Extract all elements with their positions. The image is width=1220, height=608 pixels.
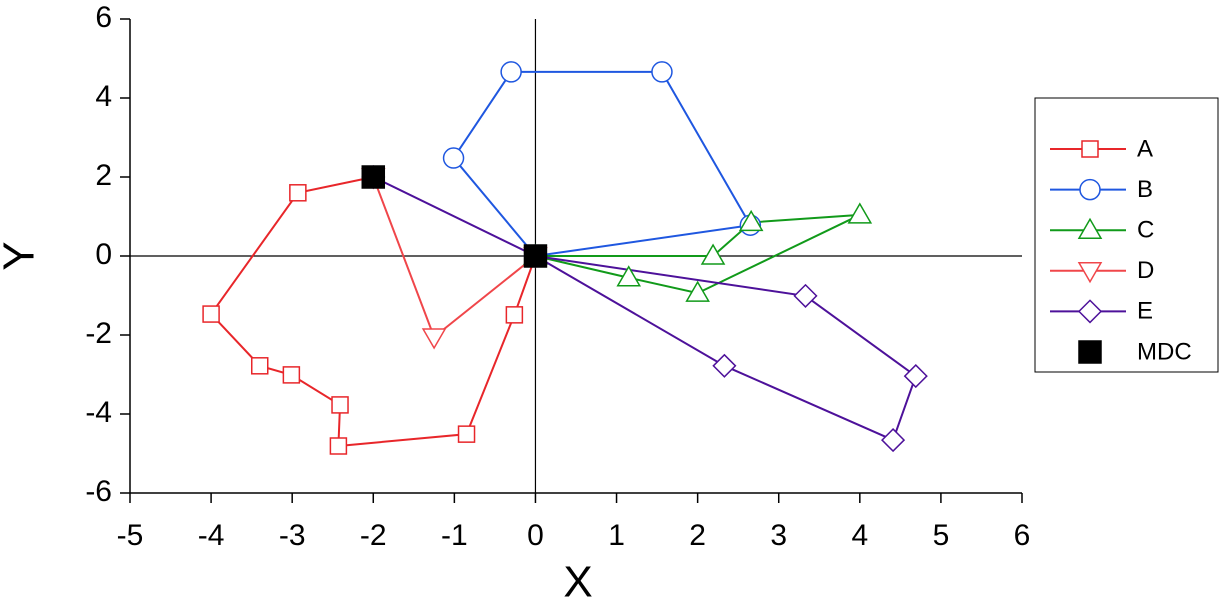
legend-label: B bbox=[1137, 176, 1153, 203]
marker bbox=[1078, 340, 1102, 364]
marker bbox=[1079, 178, 1101, 201]
marker bbox=[1077, 217, 1103, 239]
x-tick-label: 0 bbox=[527, 519, 544, 552]
legend-label: E bbox=[1137, 298, 1153, 325]
marker bbox=[712, 353, 737, 378]
marker bbox=[421, 328, 447, 350]
marker bbox=[616, 265, 642, 287]
legend-label: C bbox=[1137, 217, 1154, 244]
x-tick-label: 1 bbox=[608, 519, 625, 552]
marker bbox=[881, 428, 906, 453]
marker bbox=[651, 61, 673, 83]
x-tick-label: 4 bbox=[851, 519, 868, 552]
marker bbox=[793, 283, 818, 308]
legend-label: MDC bbox=[1137, 338, 1192, 365]
marker bbox=[329, 437, 348, 455]
marker bbox=[738, 209, 764, 232]
marker bbox=[500, 61, 522, 83]
x-tick-label: 6 bbox=[1014, 519, 1031, 552]
x-tick-label: -5 bbox=[117, 519, 144, 552]
x-tick-label: -1 bbox=[441, 519, 468, 552]
marker bbox=[457, 425, 476, 443]
marker bbox=[847, 202, 873, 224]
marker bbox=[1077, 262, 1103, 284]
marker bbox=[523, 244, 548, 268]
y-tick-label: 6 bbox=[95, 1, 112, 34]
marker bbox=[202, 305, 220, 323]
y-tick-label: 0 bbox=[95, 238, 112, 271]
x-tick-label: -4 bbox=[198, 519, 225, 552]
x-tick-label: 3 bbox=[770, 519, 787, 552]
y-tick-label: 4 bbox=[95, 80, 112, 113]
marker bbox=[331, 396, 349, 414]
y-tick-label: -4 bbox=[85, 396, 112, 429]
marker bbox=[289, 184, 307, 202]
marker bbox=[1081, 140, 1099, 158]
y-axis-title: Y bbox=[0, 241, 44, 270]
x-tick-label: 2 bbox=[689, 519, 706, 552]
legend-box bbox=[1034, 97, 1219, 373]
marker bbox=[1077, 299, 1103, 324]
x-tick-label: 5 bbox=[933, 519, 950, 552]
marker bbox=[442, 147, 465, 169]
y-tick-label: -6 bbox=[85, 475, 112, 508]
legend-label: A bbox=[1137, 135, 1153, 162]
x-axis-title: X bbox=[563, 558, 592, 603]
marker bbox=[903, 364, 928, 389]
y-tick-label: 2 bbox=[95, 159, 112, 192]
series-line bbox=[452, 70, 752, 257]
marker bbox=[700, 243, 726, 265]
marker bbox=[685, 280, 710, 302]
y-tick-label: -2 bbox=[85, 317, 112, 350]
marker bbox=[505, 306, 524, 324]
x-tick-label: -3 bbox=[279, 519, 306, 552]
x-tick-label: -2 bbox=[360, 519, 387, 552]
legend-label: D bbox=[1137, 257, 1154, 284]
marker bbox=[282, 366, 301, 384]
marker bbox=[361, 165, 386, 189]
marker bbox=[250, 357, 269, 375]
series-line bbox=[209, 176, 537, 448]
